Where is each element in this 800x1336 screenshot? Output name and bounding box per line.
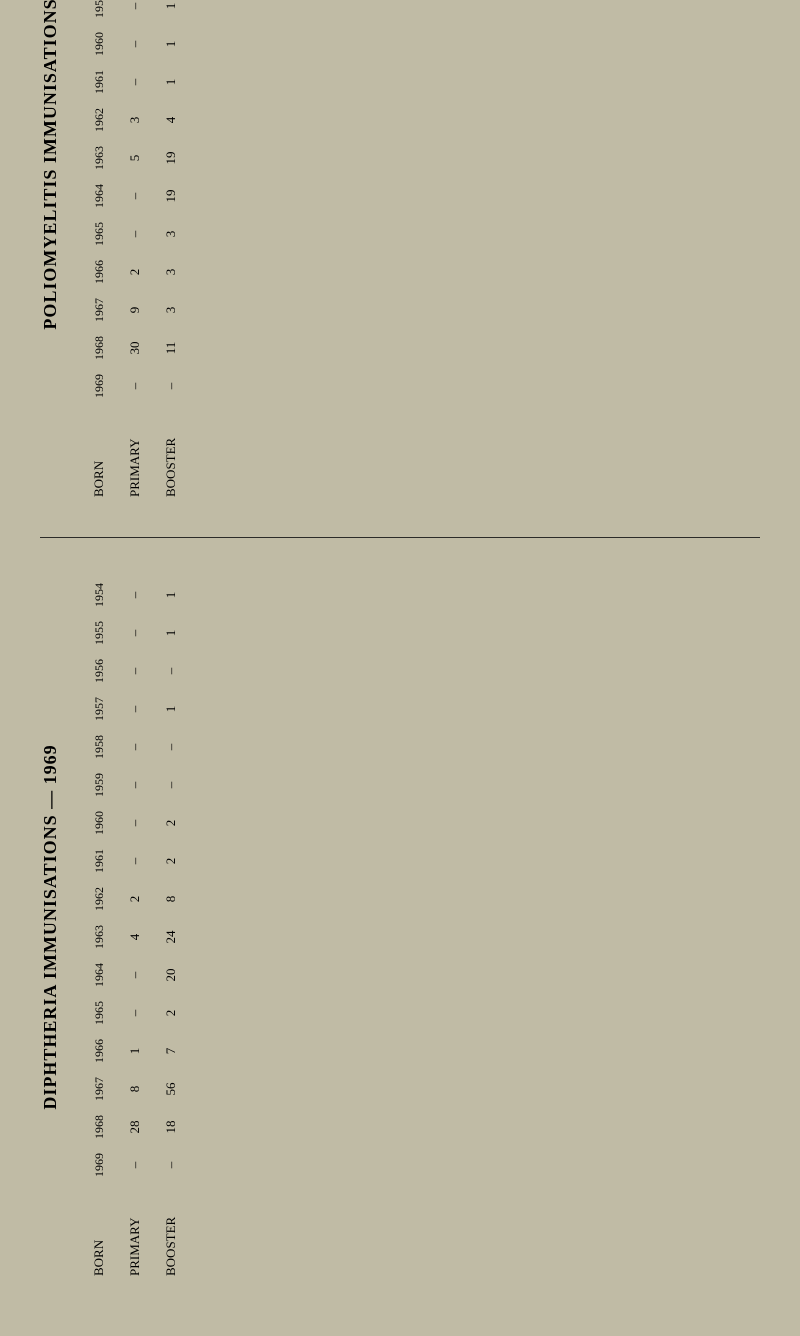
data-cell: 5 — [127, 141, 143, 175]
year-header-cell: 1969 — [92, 1148, 107, 1182]
year-header-cell: 1960 — [92, 27, 107, 61]
table-row: BOOSTER–1133319194111211142 — [163, 0, 179, 497]
data-cell: 18 — [163, 1110, 179, 1144]
data-cell: – — [127, 1148, 143, 1182]
row-label: PRIMARY — [127, 1186, 143, 1276]
data-cell: 19 — [163, 141, 179, 175]
data-cell: – — [127, 616, 143, 650]
year-header-cell: 1957 — [92, 692, 107, 726]
data-cell: – — [127, 654, 143, 688]
data-cell: – — [163, 654, 179, 688]
data-cell: – — [127, 692, 143, 726]
data-cell: – — [127, 65, 143, 99]
year-header-cell: 1959 — [92, 768, 107, 802]
data-cell: – — [127, 217, 143, 251]
year-header-cell: 1956 — [92, 654, 107, 688]
born-label: BORN — [91, 1186, 107, 1276]
year-header-cell: 1968 — [92, 331, 107, 365]
data-cell: – — [163, 369, 179, 403]
data-cell: 11 — [163, 331, 179, 365]
data-cell: 1 — [163, 692, 179, 726]
year-header-cell: 1961 — [92, 65, 107, 99]
year-header-cell: 1960 — [92, 806, 107, 840]
year-header-cell: 1962 — [92, 882, 107, 916]
year-header-cell: 1967 — [92, 293, 107, 327]
section-divider — [40, 537, 760, 538]
data-cell: – — [127, 996, 143, 1030]
year-header-cell: 1964 — [92, 958, 107, 992]
row-label: PRIMARY — [127, 407, 143, 497]
data-cell: – — [127, 369, 143, 403]
year-header-cell: 1961 — [92, 844, 107, 878]
data-cell: 2 — [127, 882, 143, 916]
year-header-cell: 1955 — [92, 616, 107, 650]
row-label: BOOSTER — [163, 407, 179, 497]
data-cell: 4 — [127, 920, 143, 954]
data-cell: 2 — [163, 806, 179, 840]
year-header-cell: 1963 — [92, 141, 107, 175]
year-header-cell: 1962 — [92, 103, 107, 137]
data-cell: – — [127, 958, 143, 992]
table-row: PRIMARY – 28 8 1 – – 4 2 – – – – – – – – — [127, 578, 143, 1276]
data-cell: 1 — [163, 616, 179, 650]
section: DIPHTHERIA IMMUNISATIONS — 1969 BORN 1969 1… — [40, 578, 760, 1276]
year-header-cell: 1964 — [92, 179, 107, 213]
year-header-cell: 1967 — [92, 1072, 107, 1106]
data-cell: 3 — [163, 255, 179, 289]
year-header-cell: 1965 — [92, 217, 107, 251]
section-title: DIPHTHERIA IMMUNISATIONS — 1969 — [40, 578, 61, 1276]
data-cell: 2 — [163, 844, 179, 878]
year-header-cell: 1959 — [92, 0, 107, 23]
year-header-cell: 1963 — [92, 920, 107, 954]
data-cell: 8 — [163, 882, 179, 916]
year-header-cell: 1966 — [92, 255, 107, 289]
year-header-cell: 1965 — [92, 996, 107, 1030]
data-cell: 30 — [127, 331, 143, 365]
table-row: BOOSTER – 18 56 7 2 20 24 8 2 2 – – 1 – 1 1 — [163, 578, 179, 1276]
data-cell: 1 — [127, 1034, 143, 1068]
data-cell: 2 — [163, 996, 179, 1030]
data-cell: 1 — [163, 0, 179, 23]
data-cell: – — [127, 730, 143, 764]
table: BORN 1969 1968 1967 1966 1965 1964 1963 1962 1961… — [91, 0, 179, 497]
year-header-cell: 1958 — [92, 730, 107, 764]
data-cell: 8 — [127, 1072, 143, 1106]
row-label: BOOSTER — [163, 1186, 179, 1276]
data-cell: 3 — [163, 217, 179, 251]
data-cell: 19 — [163, 179, 179, 213]
data-cell: 7 — [163, 1034, 179, 1068]
data-cell: 1 — [163, 65, 179, 99]
data-cell: – — [127, 27, 143, 61]
data-cell: 20 — [163, 958, 179, 992]
data-cell: – — [163, 768, 179, 802]
data-cell: 4 — [163, 103, 179, 137]
year-header-cell: 1954 — [92, 578, 107, 612]
year-header-cell: 1966 — [92, 1034, 107, 1068]
data-cell: 56 — [163, 1072, 179, 1106]
data-cell: 9 — [127, 293, 143, 327]
section-title: POLIOMYELITIS IMMUNISATIONS — 1969 — [40, 0, 61, 497]
data-cell: – — [127, 768, 143, 802]
data-cell: 1 — [163, 27, 179, 61]
table: BORN 1969 1968 1967 1966 1965 1964 1963 1962 1961… — [91, 578, 179, 1276]
table-row: PRIMARY–3092––53––––––––– — [127, 0, 143, 497]
data-cell: – — [127, 806, 143, 840]
data-cell: 3 — [163, 293, 179, 327]
data-cell: – — [163, 1148, 179, 1182]
data-cell: – — [127, 0, 143, 23]
data-cell: – — [127, 844, 143, 878]
data-cell: 24 — [163, 920, 179, 954]
data-cell: 3 — [127, 103, 143, 137]
born-label: BORN — [91, 407, 107, 497]
data-cell: 28 — [127, 1110, 143, 1144]
data-cell: – — [163, 730, 179, 764]
data-cell: – — [127, 179, 143, 213]
year-header-cell: 1969 — [92, 369, 107, 403]
section: POLIOMYELITIS IMMUNISATIONS — 1969BORN19… — [40, 0, 760, 497]
data-cell: 2 — [127, 255, 143, 289]
data-cell: – — [127, 578, 143, 612]
year-header-cell: 1968 — [92, 1110, 107, 1144]
data-cell: 1 — [163, 578, 179, 612]
